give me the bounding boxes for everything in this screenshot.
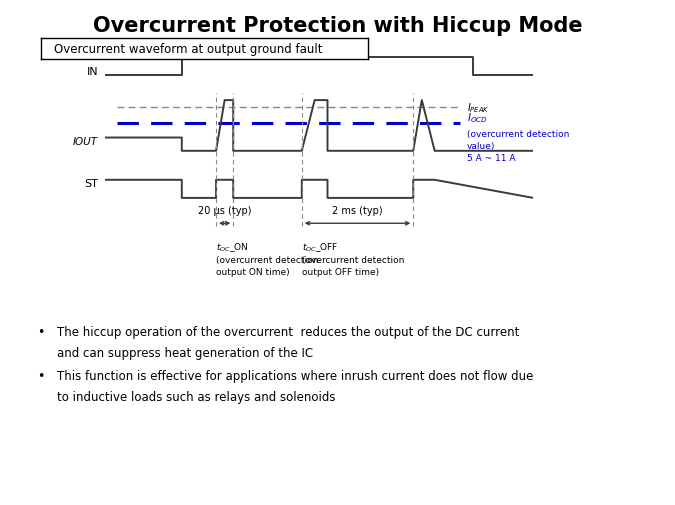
Text: $I_{PEAK}$: $I_{PEAK}$ — [467, 101, 489, 115]
Text: This function is effective for applications where inrush current does not flow d: This function is effective for applicati… — [57, 370, 534, 383]
Text: IN: IN — [86, 67, 98, 77]
Text: ST: ST — [84, 179, 98, 189]
Text: •: • — [37, 326, 45, 339]
Text: 2 ms (typ): 2 ms (typ) — [332, 206, 383, 215]
Text: Overcurrent Protection with Hiccup Mode: Overcurrent Protection with Hiccup Mode — [92, 16, 583, 36]
Text: The hiccup operation of the overcurrent  reduces the output of the DC current: The hiccup operation of the overcurrent … — [57, 326, 520, 339]
Text: Overcurrent waveform at output ground fault: Overcurrent waveform at output ground fa… — [53, 43, 322, 56]
Text: to inductive loads such as relays and solenoids: to inductive loads such as relays and so… — [57, 390, 336, 403]
Text: $I_{OCD}$: $I_{OCD}$ — [467, 111, 488, 125]
Text: $t_{OC}$_OFF
(overcurrent detection
output OFF time): $t_{OC}$_OFF (overcurrent detection outp… — [302, 241, 404, 276]
Text: (overcurrent detection
value)
5 A ~ 11 A: (overcurrent detection value) 5 A ~ 11 A — [467, 130, 569, 162]
Text: •: • — [37, 370, 45, 383]
Text: $t_{OC}$_ON
(overcurrent detection
output ON time): $t_{OC}$_ON (overcurrent detection outpu… — [216, 241, 319, 276]
Text: 20 μs (typ): 20 μs (typ) — [198, 206, 251, 215]
Text: IOUT: IOUT — [73, 137, 98, 147]
Text: and can suppress heat generation of the IC: and can suppress heat generation of the … — [57, 346, 313, 359]
